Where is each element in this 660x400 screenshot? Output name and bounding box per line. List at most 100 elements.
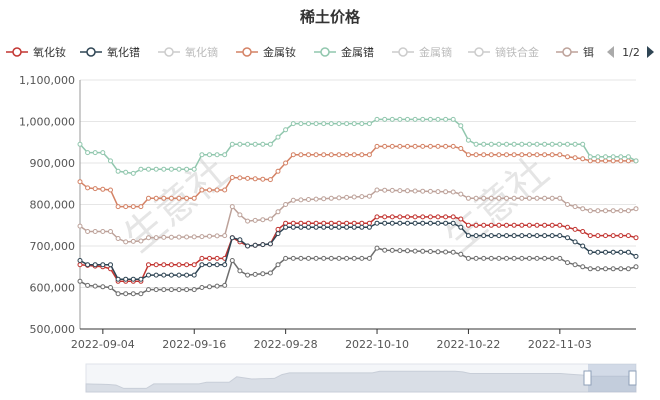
legend-marker-dot[interactable] xyxy=(320,47,330,57)
legend-prev-arrow-icon[interactable] xyxy=(607,46,614,58)
data-point xyxy=(542,141,548,147)
data-point xyxy=(267,216,273,222)
data-point xyxy=(595,208,601,214)
data-point xyxy=(199,152,205,158)
data-point xyxy=(427,143,433,149)
data-point xyxy=(191,272,197,278)
y-tick-label: 1,100,000 xyxy=(19,74,75,87)
data-point xyxy=(473,141,479,147)
data-point xyxy=(313,255,319,261)
data-point xyxy=(557,141,563,147)
data-point xyxy=(511,152,517,158)
data-point xyxy=(100,262,106,268)
legend-marker-dot[interactable] xyxy=(474,47,484,57)
data-point xyxy=(397,220,403,226)
data-point xyxy=(511,233,517,239)
data-point xyxy=(359,152,365,158)
legend-item-label[interactable]: 金属钕 xyxy=(263,45,296,59)
data-point xyxy=(130,291,136,297)
data-point xyxy=(572,226,578,232)
zoom-selected-window[interactable] xyxy=(588,364,636,392)
data-point xyxy=(359,224,365,230)
data-point xyxy=(237,175,243,181)
legend-marker-dot[interactable] xyxy=(12,47,22,57)
data-point xyxy=(595,266,601,272)
data-point xyxy=(587,208,593,214)
data-point xyxy=(610,158,616,164)
data-point xyxy=(610,208,616,214)
data-point xyxy=(344,121,350,127)
data-point xyxy=(184,166,190,172)
data-point xyxy=(222,262,228,268)
data-point xyxy=(603,158,608,164)
data-point xyxy=(161,272,167,278)
y-tick-label: 600,000 xyxy=(30,282,76,295)
x-tick-label: 2022-10-10 xyxy=(345,338,409,351)
data-point xyxy=(481,141,487,147)
data-point xyxy=(313,224,319,230)
data-point xyxy=(146,272,151,278)
data-point xyxy=(321,255,327,261)
data-point xyxy=(511,255,517,261)
data-point xyxy=(366,193,372,199)
zoom-handle-right[interactable] xyxy=(628,370,637,386)
data-point xyxy=(267,177,273,183)
data-point xyxy=(549,233,555,239)
data-point xyxy=(260,217,266,223)
data-point xyxy=(222,233,228,239)
data-point xyxy=(283,160,289,166)
data-point xyxy=(587,233,593,239)
data-point xyxy=(290,121,296,127)
data-point xyxy=(443,116,449,122)
data-point xyxy=(511,195,517,201)
data-point xyxy=(237,268,243,274)
legend-marker-dot[interactable] xyxy=(562,47,572,57)
data-point xyxy=(465,195,471,201)
data-point xyxy=(504,152,509,158)
data-point xyxy=(328,195,334,201)
data-point xyxy=(328,121,334,127)
legend-marker-dot[interactable] xyxy=(242,47,252,57)
data-point xyxy=(572,155,578,161)
data-point xyxy=(351,152,357,158)
data-point xyxy=(412,143,418,149)
legend-marker-dot[interactable] xyxy=(86,47,96,57)
data-point xyxy=(534,255,540,261)
data-point xyxy=(283,255,289,261)
data-point xyxy=(427,188,433,194)
data-point xyxy=(290,224,296,230)
data-point xyxy=(580,206,586,212)
data-point xyxy=(123,239,129,245)
data-point xyxy=(267,270,273,276)
legend-item-label[interactable]: 氧化镝 xyxy=(185,45,218,59)
zoom-handle-left[interactable] xyxy=(583,370,592,386)
data-point xyxy=(458,251,464,257)
y-tick-label: 700,000 xyxy=(30,240,76,253)
legend-item-label[interactable]: 氧化钕 xyxy=(33,45,66,59)
data-point xyxy=(382,187,388,193)
data-point xyxy=(222,152,228,158)
data-point xyxy=(138,291,144,297)
legend-item-label[interactable]: 金属镝 xyxy=(419,45,452,59)
data-point xyxy=(146,287,151,293)
legend-next-arrow-icon[interactable] xyxy=(647,46,654,58)
data-point xyxy=(184,287,190,293)
legend-marker-dot[interactable] xyxy=(398,47,408,57)
data-point xyxy=(374,220,380,226)
legend-item-label[interactable]: 金属镨 xyxy=(341,45,374,59)
data-point xyxy=(245,272,251,278)
data-point xyxy=(443,214,449,220)
data-point xyxy=(328,255,334,261)
legend-marker-dot[interactable] xyxy=(164,47,174,57)
data-point xyxy=(435,220,441,226)
data-point xyxy=(382,116,388,122)
legend-item-label[interactable]: 铒 xyxy=(583,46,594,59)
data-point xyxy=(618,158,624,164)
data-point xyxy=(405,143,410,149)
legend-item-label[interactable]: 氧化镨 xyxy=(107,45,140,59)
data-point xyxy=(366,121,372,127)
data-point xyxy=(603,249,608,255)
legend-item-label[interactable]: 镝铁合金 xyxy=(495,45,539,59)
data-point xyxy=(245,243,251,249)
data-point xyxy=(542,152,548,158)
